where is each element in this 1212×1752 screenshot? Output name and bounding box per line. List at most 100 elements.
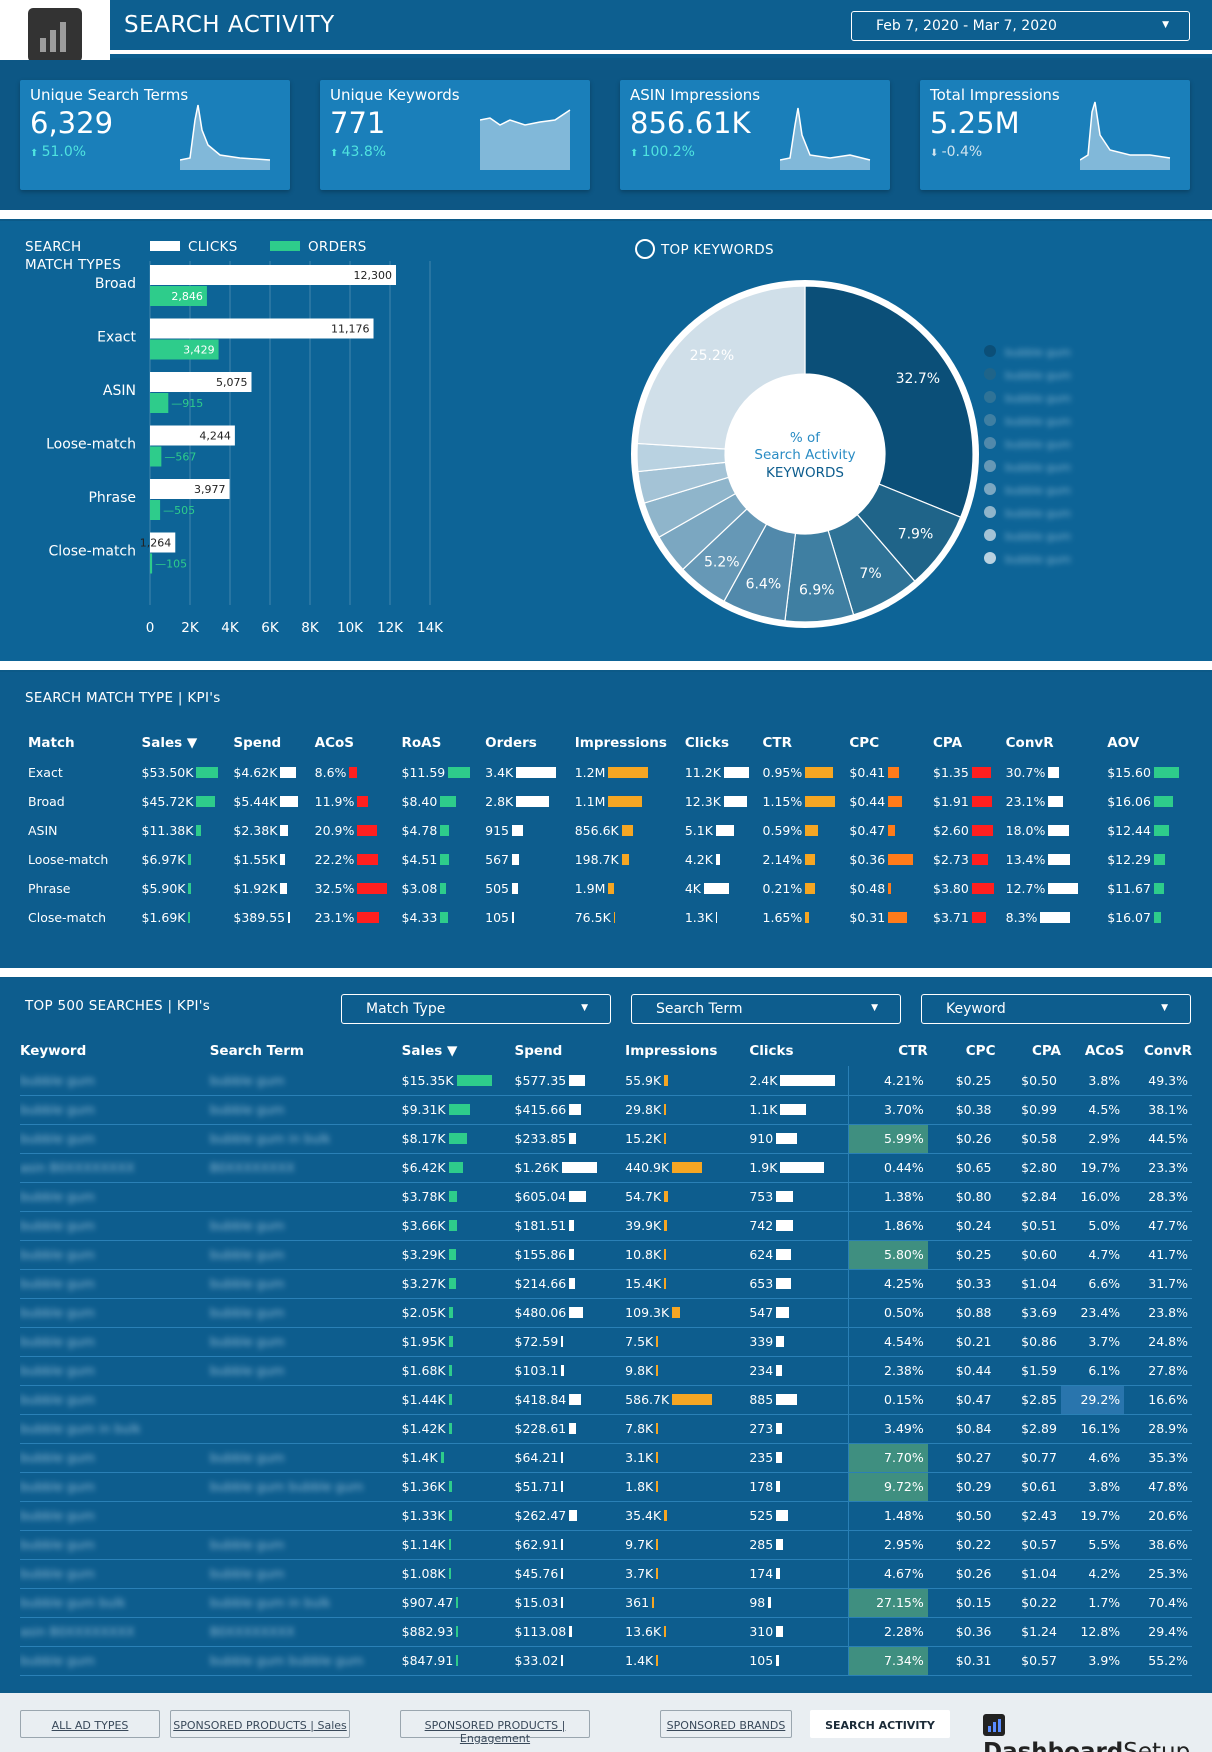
kpi-change-value: 100.2%	[641, 144, 695, 160]
cell-value: bubble gum	[20, 1131, 95, 1146]
cell-value: 15.2K	[625, 1131, 662, 1146]
cell-value: 44.5%	[1148, 1131, 1188, 1146]
cell-bar	[448, 1278, 457, 1289]
kpi-value: 5.25M	[930, 106, 1020, 140]
cell-bar	[448, 1220, 457, 1231]
kpi-change-value: -0.4%	[941, 144, 983, 160]
cell-bar	[357, 883, 388, 894]
nav-tab[interactable]: SPONSORED BRANDS	[660, 1710, 792, 1738]
nav-tab[interactable]: SPONSORED PRODUCTS | Engagement	[400, 1710, 590, 1745]
cell-bar	[349, 767, 358, 778]
cell-value: 3.70%	[884, 1102, 924, 1117]
cell-bar	[440, 912, 449, 923]
clicks-bar	[150, 479, 230, 499]
cell-value: 2.14%	[762, 852, 803, 867]
cell-bar	[971, 854, 989, 865]
column-header: AOV	[1107, 735, 1140, 751]
cell-value: $3.29K	[401, 1247, 446, 1262]
match-type-filter[interactable]: Match Type ▼	[341, 994, 611, 1024]
cell-value: $11.38K	[141, 823, 194, 838]
table-row: bubble gum bulk bubble gum in bulk $907.47…	[20, 1588, 1192, 1618]
table-cell: bubble gum	[20, 1124, 210, 1154]
cell-value: bubble gum	[209, 1566, 285, 1581]
date-range-picker[interactable]: Feb 7, 2020 - Mar 7, 2020 ▼	[851, 11, 1190, 41]
table-row: bubble gum bubble gum $1.95K $72.59 7.5K 339 4…	[20, 1327, 1192, 1357]
keyword-filter[interactable]: Keyword ▼	[921, 994, 1191, 1024]
table-cell: bubble gum in bulk	[20, 1414, 210, 1444]
table-cell: 12.7%	[1006, 874, 1108, 903]
column-header: RoAS	[401, 735, 442, 751]
sparkline-line	[180, 104, 271, 161]
cell-value: $103.1	[514, 1363, 559, 1378]
table-cell: 23.1%	[1006, 787, 1108, 816]
clicks-value-label: 11,176	[331, 323, 370, 336]
table-cell: 5.0%	[1060, 1211, 1125, 1241]
cell-value: bubble gum bulk	[20, 1595, 126, 1610]
column-header[interactable]: Sales ▼	[141, 735, 198, 751]
cell-bar	[569, 1133, 576, 1144]
cell-value: 1.38%	[884, 1189, 924, 1204]
cell-value: bubble gum	[20, 1392, 95, 1407]
table-cell: 11.2K	[685, 758, 763, 787]
table-row: bubble gum bubble gum bubble gum $1.36K $51…	[20, 1472, 1192, 1502]
cell-value: $480.06	[514, 1305, 567, 1320]
chart-title-line1: SEARCH	[25, 239, 82, 255]
cell-bar	[1153, 854, 1165, 865]
cell-bar	[569, 1394, 581, 1405]
cell-value: $0.29	[955, 1479, 992, 1494]
cell-value: 885	[749, 1392, 774, 1407]
cell-value: $15.03	[514, 1595, 559, 1610]
cell-value: 16.1%	[1080, 1421, 1121, 1436]
table-row: bubble gum bubble gum $3.27K $214.66 15.4K 65…	[20, 1269, 1192, 1299]
table-cell: 4.25%	[848, 1269, 928, 1299]
cell-value: 742	[749, 1218, 774, 1233]
cell-bar	[656, 1568, 658, 1579]
table-cell: 910	[749, 1124, 850, 1154]
cell-bar	[776, 1249, 791, 1260]
top-searches-scroll[interactable]: Keyword Search Term Sales ▼ Spend Impression…	[20, 1036, 1192, 1677]
cell-value: asin B0XXXXXXXX	[20, 1624, 135, 1639]
table-cell: 0.50%	[848, 1298, 928, 1328]
nav-tab[interactable]: SEARCH ACTIVITY	[810, 1710, 950, 1738]
table-cell: 2.95%	[848, 1530, 928, 1560]
cell-value: 9.72%	[884, 1479, 924, 1494]
table-cell: 3.8%	[1060, 1066, 1125, 1096]
cell-value: 16.0%	[1080, 1189, 1121, 1204]
cell-value: 23.8%	[1148, 1305, 1188, 1320]
cell-value: 39.9K	[625, 1218, 662, 1233]
nav-tab[interactable]: SPONSORED PRODUCTS | Sales	[170, 1710, 350, 1738]
table-cell: 4.21%	[848, 1066, 928, 1096]
table-cell: 55.9K	[625, 1066, 750, 1096]
x-tick-label: 12K	[377, 620, 404, 636]
legend-swatch-orders	[270, 241, 300, 251]
x-tick-label: 2K	[181, 620, 200, 636]
column-header[interactable]: Sales ▼	[401, 1043, 458, 1059]
table-cell: $2.85	[995, 1385, 1061, 1415]
clicks-value-label: 5,075	[216, 376, 248, 389]
cell-bar	[971, 796, 993, 807]
table-row: bubble gum bubble gum $2.05K $480.06 109.3K 5…	[20, 1298, 1192, 1328]
table-cell: $72.59	[514, 1327, 626, 1357]
cell-bar	[971, 767, 991, 778]
cell-bar	[1048, 854, 1070, 865]
circle-icon	[635, 239, 655, 259]
table-cell: 20.6%	[1124, 1501, 1192, 1531]
cell-value: bubble gum	[20, 1363, 95, 1378]
table-cell: $15.35K	[401, 1066, 515, 1096]
cell-value: 1.1M	[574, 794, 606, 809]
center-label-2: Search Activity	[754, 447, 855, 463]
table-cell: $0.22	[995, 1588, 1061, 1618]
nav-tab[interactable]: ALL AD TYPES	[20, 1710, 160, 1738]
match-types-bar-chart: 0 2K 4K 6K 8K 10K 12K 14K Broad 12,300 2,846 Exact 1…	[46, 261, 444, 636]
cell-value: 653	[749, 1276, 774, 1291]
cell-value: $415.66	[514, 1102, 567, 1117]
cell-bar	[440, 883, 447, 894]
cell-bar	[569, 1423, 576, 1434]
cell-bar	[357, 796, 369, 807]
table-cell: 109.3K	[625, 1298, 750, 1328]
table-cell: $0.25	[927, 1240, 996, 1270]
search-term-filter[interactable]: Search Term ▼	[631, 994, 901, 1024]
legend-dot	[984, 483, 996, 495]
cell-bar	[448, 1481, 452, 1492]
column-header: ConvR	[1144, 1043, 1192, 1059]
